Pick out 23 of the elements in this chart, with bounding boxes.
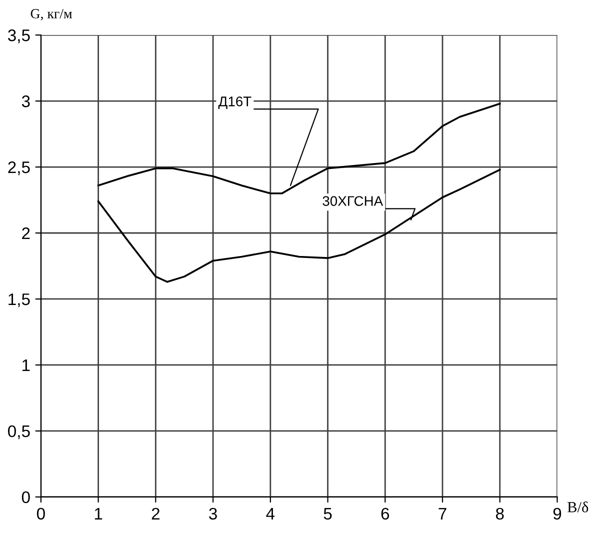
x-tick-label: 5 [324, 508, 332, 520]
y-tick-label: 2 [22, 227, 30, 240]
annotation: 30ХГСНА [322, 196, 384, 206]
x-tick-label: 6 [381, 508, 390, 520]
x-tick-label: 4 [266, 508, 275, 520]
y-tick-label: 3 [22, 95, 30, 108]
x-tick-label: 0 [36, 508, 45, 520]
x-tick-label: 1 [94, 508, 102, 520]
x-tick-label: 3 [209, 508, 217, 520]
x-tick-label: 7 [438, 508, 446, 520]
y-tick-label: 1,5 [8, 294, 30, 308]
line-series [97, 168, 501, 283]
y-tick-label: 2,5 [8, 161, 30, 176]
y-tick-label: 3,5 [8, 29, 30, 44]
x-tick-label: 8 [496, 508, 504, 520]
y-tick-label: 0 [22, 491, 30, 504]
x-tick-label: 2 [152, 508, 160, 520]
y-tick-label: 1 [22, 360, 30, 372]
y-tick-label: 0,5 [8, 425, 30, 440]
y-axis-title: G, кг/м [30, 9, 72, 20]
x-axis-title: B/δ [568, 502, 588, 512]
annotation: Д16Т [218, 96, 252, 109]
x-tick-label: 9 [553, 508, 562, 520]
